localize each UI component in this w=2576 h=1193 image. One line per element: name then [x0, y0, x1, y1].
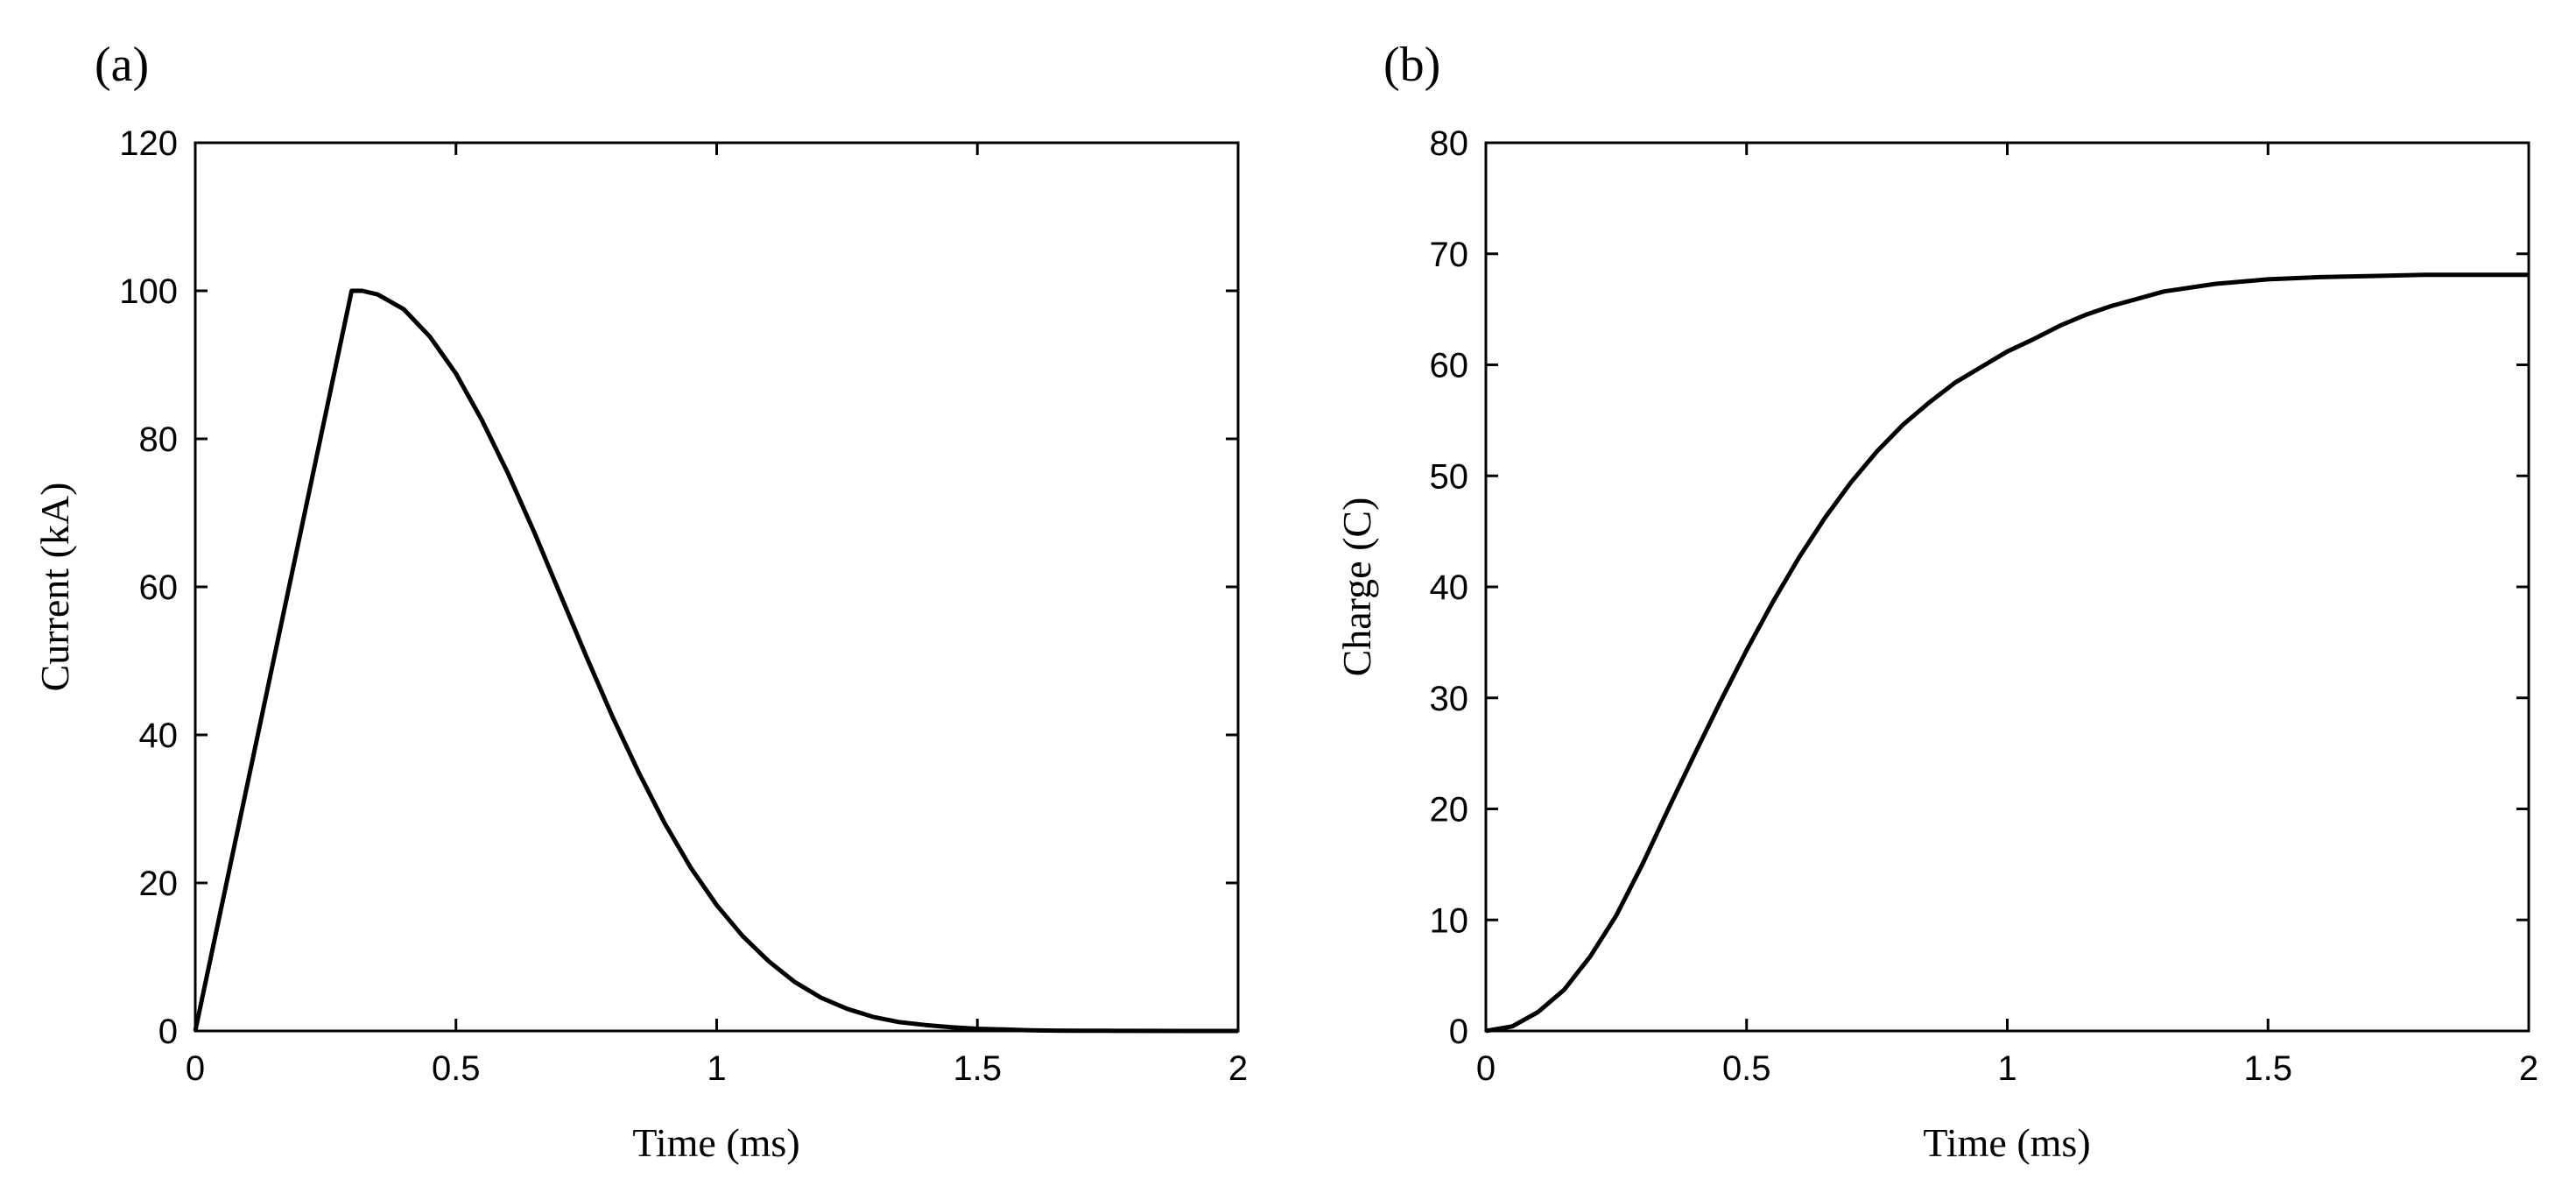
panel-a-label: (a): [95, 38, 149, 92]
panel-a-y-tick-label: 120: [119, 124, 178, 163]
panel-b-y-axis-label: Charge (C): [1334, 498, 1379, 677]
panel-a-x-axis-label: Time (ms): [632, 1120, 799, 1165]
panel-a-y-tick-label: 20: [139, 865, 179, 903]
panel-b-y-tick-label: 60: [1430, 347, 1469, 385]
panel-b-y-tick-label: 20: [1430, 791, 1469, 829]
panel-b-charge-chart: (b) 0 10 20 30 40 50 60 70 80 0 0.5 1 1.5 2 Time (ms…: [1334, 38, 2538, 1165]
panel-a-x-ticks: 0 0.5 1 1.5 2: [186, 143, 1248, 1088]
panel-a-x-tick-label: 0: [186, 1049, 205, 1088]
panel-b-y-tick-label: 40: [1430, 568, 1469, 607]
panel-b-charge-line: [1485, 272, 2529, 1034]
panel-b-y-tick-label: 50: [1430, 457, 1469, 496]
panel-a-y-tick-label: 0: [158, 1013, 178, 1051]
panel-a-x-tick-label: 0.5: [432, 1049, 481, 1088]
panel-b-y-ticks: 0 10 20 30 40 50 60 70 80: [1430, 124, 2529, 1051]
panel-a-y-tick-label: 40: [139, 717, 179, 755]
panel-a-plot-frame: [194, 141, 1240, 1033]
panel-a-y-tick-label: 60: [139, 568, 179, 607]
panel-b-label: (b): [1383, 38, 1440, 92]
panel-a-y-tick-label: 100: [119, 272, 178, 311]
panel-b-x-tick-label: 2: [2519, 1049, 2538, 1088]
panel-b-y-tick-label: 80: [1430, 124, 1469, 163]
panel-a-y-axis-label: Current (kA): [32, 483, 77, 692]
panel-a-current-line: [193, 288, 1238, 1034]
panel-b-x-tick-label: 0.5: [1722, 1049, 1771, 1088]
panel-a-y-tick-label: 80: [139, 420, 179, 459]
panel-b-x-tick-label: 1.5: [2243, 1049, 2292, 1088]
panel-b-y-tick-label: 30: [1430, 680, 1469, 718]
panel-b-x-ticks: 0 0.5 1 1.5 2: [1476, 143, 2538, 1088]
panel-b-y-tick-label: 70: [1430, 236, 1469, 274]
panel-b-x-tick-label: 0: [1476, 1049, 1496, 1088]
panel-b-x-tick-label: 1: [1997, 1049, 2016, 1088]
panel-a-x-tick-label: 1: [707, 1049, 726, 1088]
panel-a-y-ticks: 0 20 40 60 80 100 120: [119, 124, 1238, 1051]
panel-b-y-tick-label: 0: [1449, 1013, 1468, 1051]
panel-b-y-tick-label: 10: [1430, 901, 1469, 940]
panel-a-x-tick-label: 1.5: [953, 1049, 1002, 1088]
panel-b-x-axis-label: Time (ms): [1923, 1120, 2090, 1165]
panel-a-x-tick-label: 2: [1228, 1049, 1248, 1088]
